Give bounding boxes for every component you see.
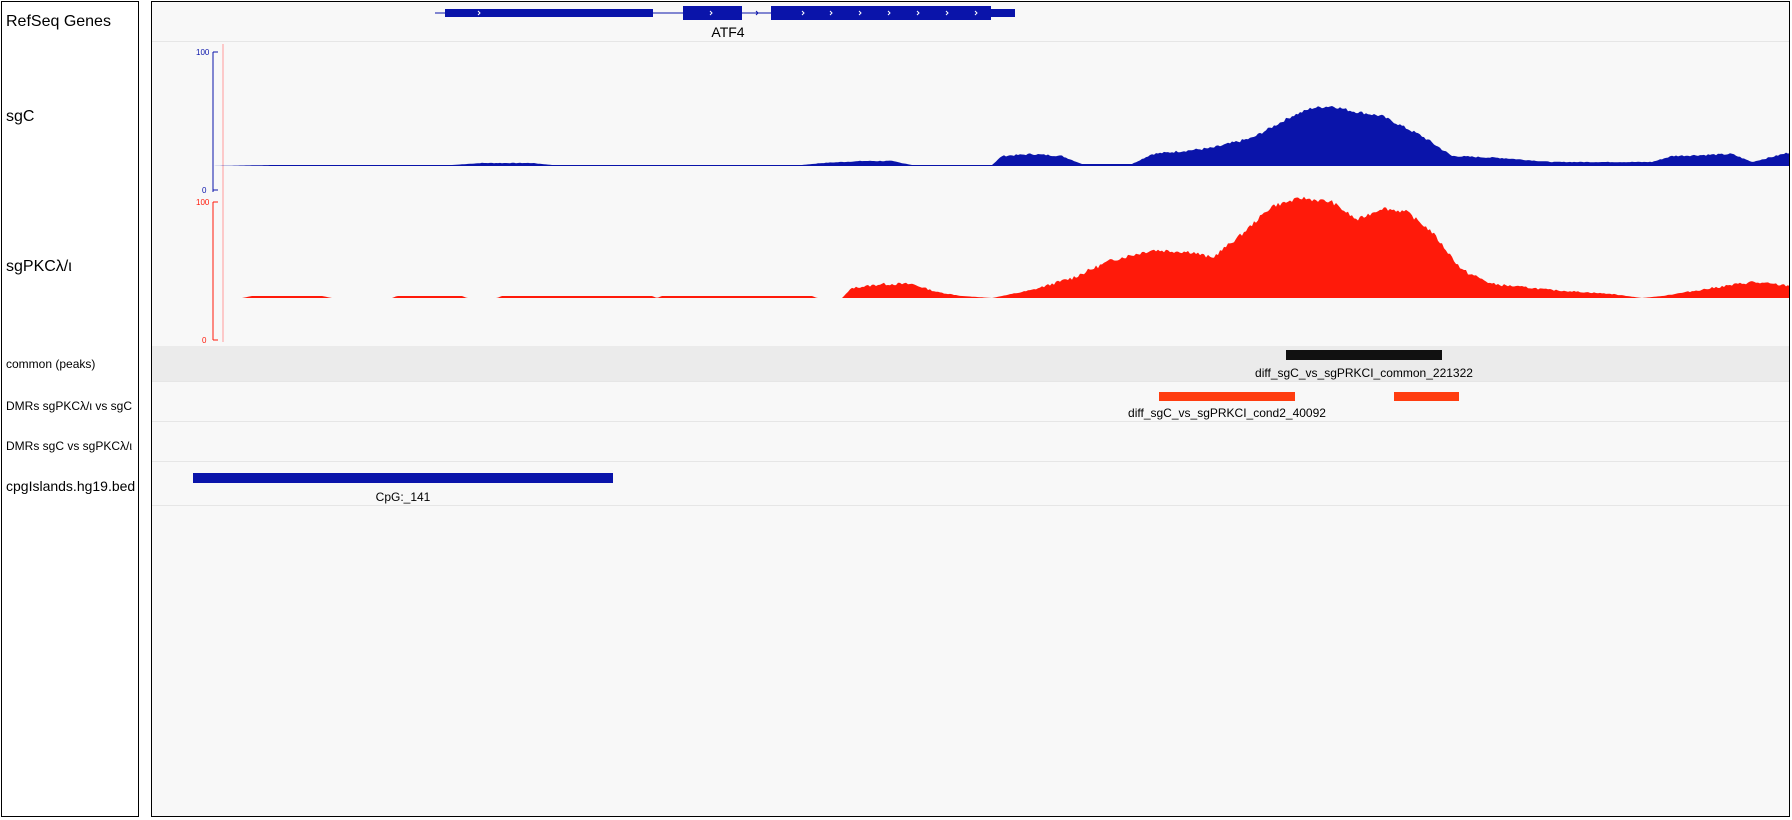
sgpkc-scale-min: 0 — [202, 336, 207, 345]
dmrs-sgc-vs-sgpkc-track[interactable] — [152, 422, 1789, 462]
cpg-islands-track[interactable]: CpG:_141 — [152, 462, 1789, 506]
gene-label-atf4[interactable]: ATF4 — [711, 24, 745, 40]
track-name-sgpkc[interactable]: sgPKCλ/ι — [6, 258, 72, 275]
sgpkc-coverage-area — [212, 196, 1789, 298]
sgpkc-coverage-plot: 100 0 — [196, 192, 1789, 345]
track-name-panel: RefSeq Genes sgC sgPKCλ/ι common (peaks)… — [1, 1, 139, 817]
dmr-feature-2 — [1394, 392, 1459, 401]
track-name-refseq[interactable]: RefSeq Genes — [6, 13, 111, 30]
common-peaks-track[interactable]: diff_sgC_vs_sgPRKCI_common_221322 — [152, 346, 1789, 382]
cpg-island-label[interactable]: CpG:_141 — [375, 490, 431, 504]
track-name-dmrs-sgpkc-vs-sgc[interactable]: DMRs sgPKCλ/ι vs sgC — [6, 399, 133, 413]
common-peak-label[interactable]: diff_sgC_vs_sgPRKCI_common_221322 — [1255, 366, 1473, 380]
dmrs-sgpkc-vs-sgc-features — [1159, 392, 1459, 401]
common-peak-feature — [1286, 350, 1442, 360]
refseq-gene-track[interactable]: ATF4 — [152, 2, 1789, 42]
sgpkc-scale-max: 100 — [196, 198, 210, 207]
track-data-panel[interactable]: ATF4 100 0 100 0 diff_sgC_vs_sgPRKC — [151, 1, 1790, 817]
sgc-coverage-area — [212, 106, 1789, 166]
dmr-feature-1 — [1159, 392, 1295, 401]
common-peaks-features — [1286, 350, 1442, 360]
cpg-island-features — [193, 473, 613, 483]
sgc-scale-min: 0 — [202, 186, 207, 195]
track-name-sgc[interactable]: sgC — [6, 108, 35, 125]
dmrs-sgpkc-vs-sgc-track[interactable]: diff_sgC_vs_sgPRKCI_cond2_40092 — [152, 382, 1789, 422]
sgc-coverage-plot: 100 0 — [196, 44, 1789, 195]
sgc-coverage-track[interactable]: 100 0 — [152, 42, 1789, 195]
sgpkc-coverage-track[interactable]: 100 0 — [152, 192, 1789, 345]
sgc-scale-max: 100 — [196, 48, 210, 57]
track-name-dmrs-sgc-vs-sgpkc[interactable]: DMRs sgC vs sgPKCλ/ι — [6, 439, 133, 453]
dmr-feature-label[interactable]: diff_sgC_vs_sgPRKCI_cond2_40092 — [1128, 406, 1326, 420]
track-name-common-peaks[interactable]: common (peaks) — [6, 357, 96, 371]
cpg-island-feature — [193, 473, 613, 483]
track-name-cpg-islands[interactable]: cpgIslands.hg19.bed — [6, 478, 136, 494]
atf4-gene-model[interactable] — [152, 2, 1790, 42]
